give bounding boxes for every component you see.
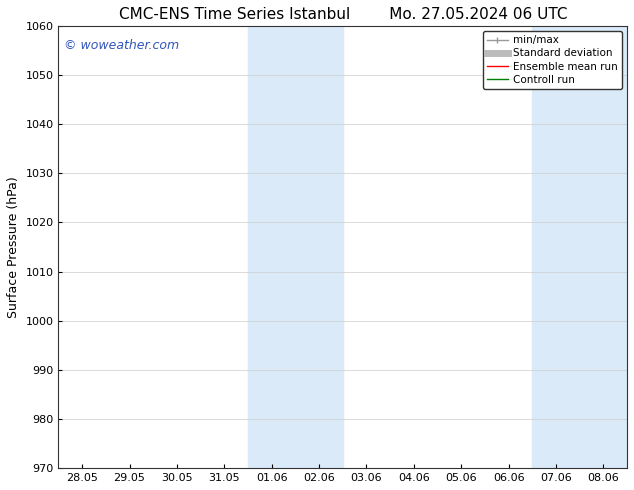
Text: © woweather.com: © woweather.com bbox=[64, 39, 179, 52]
Title: CMC-ENS Time Series Istanbul        Mo. 27.05.2024 06 UTC: CMC-ENS Time Series Istanbul Mo. 27.05.2… bbox=[119, 7, 567, 22]
Bar bbox=[248, 26, 343, 468]
Bar bbox=[533, 26, 627, 468]
Y-axis label: Surface Pressure (hPa): Surface Pressure (hPa) bbox=[7, 176, 20, 318]
Legend: min/max, Standard deviation, Ensemble mean run, Controll run: min/max, Standard deviation, Ensemble me… bbox=[482, 31, 622, 89]
